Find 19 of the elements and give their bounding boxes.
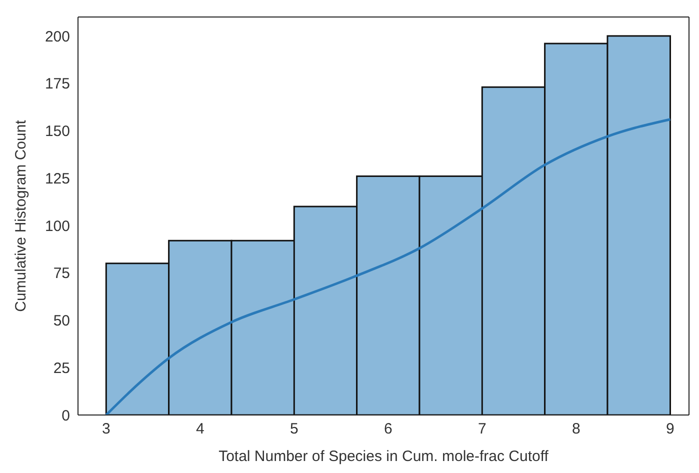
y-tick-label: 175 — [44, 76, 70, 93]
y-tick-label: 200 — [44, 28, 70, 46]
y-axis-title: Cumulative Histogram Count — [12, 119, 30, 312]
y-tick-label: 0 — [62, 407, 70, 424]
y-tick-label: 150 — [44, 123, 70, 140]
y-tick-label: 75 — [53, 265, 70, 282]
line-series — [104, 118, 672, 415]
x-tick-label: 8 — [572, 420, 580, 438]
x-tick-label: 9 — [666, 420, 674, 438]
x-axis-title: Total Number of Species in Cum. mole-frac Cutoff — [218, 448, 550, 465]
y-tick-label: 50 — [53, 312, 70, 330]
x-tick-label: 3 — [102, 420, 110, 438]
x-tick-label: 6 — [384, 420, 392, 438]
y-tick-label: 125 — [44, 170, 70, 188]
x-tick-label: 5 — [290, 420, 298, 438]
y-tick-label: 100 — [44, 218, 70, 235]
x-tick-label: 7 — [478, 420, 486, 438]
y-tick-label: 25 — [53, 360, 70, 377]
x-tick-label: 4 — [196, 420, 204, 438]
